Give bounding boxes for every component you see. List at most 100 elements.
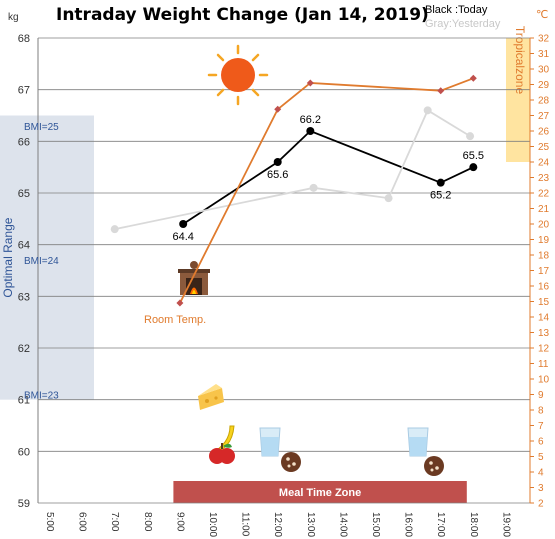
data-label: 65.6 <box>267 169 288 181</box>
cheese-icon <box>198 384 224 410</box>
data-label: 65.2 <box>430 190 451 202</box>
y-left-tick-label: 61 <box>18 395 30 407</box>
y-right-tick-label: 16 <box>538 282 550 293</box>
y-left-tick-label: 67 <box>18 85 30 97</box>
x-tick-label: 11:00 <box>240 512 251 537</box>
point-yesterday <box>309 183 318 192</box>
legend-today: Black :Today <box>425 4 488 16</box>
point-today <box>436 178 445 187</box>
x-tick-label: 18:00 <box>468 512 479 537</box>
y-right-tick-label: 2 <box>538 499 544 510</box>
bmi-label: BMI=24 <box>24 256 59 267</box>
fireplace-icon <box>178 261 210 295</box>
y-right-tick-label: 28 <box>538 96 550 107</box>
point-today <box>469 163 478 172</box>
y-right-tick-label: 23 <box>538 173 550 184</box>
temp-point <box>469 74 477 82</box>
y-right-tick-label: 14 <box>538 313 550 324</box>
y-right-tick-label: 11 <box>538 359 549 370</box>
temp-point <box>306 79 314 87</box>
x-tick-label: 10:00 <box>207 512 218 537</box>
y-right-tick-label: 3 <box>538 483 544 494</box>
data-label: 64.4 <box>172 231 193 243</box>
water-glass-icon <box>407 427 429 457</box>
y-right-tick-label: 7 <box>538 421 544 432</box>
bmi-label: BMI=25 <box>24 122 59 133</box>
point-yesterday <box>423 106 432 115</box>
y-right-tick-label: 22 <box>538 189 550 200</box>
series-line-yesterday <box>114 109 471 231</box>
point-yesterday <box>110 225 119 234</box>
y-right-tick-label: 19 <box>538 235 550 246</box>
y-right-tick-label: 29 <box>538 80 550 91</box>
y-right-tick-label: 4 <box>538 468 544 479</box>
icons-layer <box>178 44 444 476</box>
y-right-unit: ℃ <box>536 9 548 21</box>
y-right-tick-label: 9 <box>538 390 544 401</box>
y-left-tick-label: 64 <box>18 240 30 252</box>
y-right-tick-label: 27 <box>538 111 550 122</box>
y-right-tick-label: 24 <box>538 158 550 169</box>
optimal-range-label: Optimal Range <box>1 217 15 297</box>
x-tick-label: 16:00 <box>403 512 414 537</box>
y-right-tick-label: 17 <box>538 266 550 277</box>
meal-time-zone-band <box>173 481 467 503</box>
y-left-tick-label: 66 <box>18 136 30 148</box>
x-tick-label: 6:00 <box>77 512 88 532</box>
y-right-tick-label: 20 <box>538 220 550 231</box>
room-temp-label: Room Temp. <box>144 314 206 326</box>
y-right-tick-label: 32 <box>538 34 550 45</box>
series-layer <box>110 74 478 307</box>
chart-title: Intraday Weight Change (Jan 14, 2019) <box>56 5 429 25</box>
point-yesterday <box>384 194 393 203</box>
tropical-zone-label: Tropicalzone <box>513 26 527 95</box>
y-right-tick-label: 31 <box>538 49 550 60</box>
y-right-tick-label: 21 <box>538 204 550 215</box>
optimal-range-band <box>0 115 94 400</box>
x-tick-label: 7:00 <box>109 512 120 532</box>
y-right-tick-label: 12 <box>538 344 550 355</box>
meal-time-zone-label: Meal Time Zone <box>279 487 361 499</box>
y-right-tick-label: 13 <box>538 328 550 339</box>
x-tick-label: 9:00 <box>174 512 185 532</box>
x-tick-label: 19:00 <box>500 512 511 537</box>
data-label: 66.2 <box>300 114 321 126</box>
x-tick-label: 8:00 <box>142 512 153 532</box>
cookie-icon <box>281 452 301 472</box>
y-right-tick-label: 26 <box>538 127 550 138</box>
y-left-tick-label: 65 <box>18 188 30 200</box>
temp-point <box>437 87 445 95</box>
y-right-tick-label: 25 <box>538 142 550 153</box>
point-today <box>179 220 188 228</box>
x-tick-label: 5:00 <box>44 512 55 532</box>
legend-yesterday: Gray:Yesterday <box>425 18 501 30</box>
y-right-tick-label: 8 <box>538 406 544 417</box>
y-right-tick-label: 18 <box>538 251 550 262</box>
y-left-tick-label: 62 <box>18 343 30 355</box>
grid-layer <box>38 37 530 504</box>
point-today <box>306 127 315 135</box>
x-tick-label: 14:00 <box>337 512 348 537</box>
zones-layer: Optimal Range Tropicalzone <box>0 26 530 503</box>
apple-icon <box>209 443 235 464</box>
sun-icon <box>207 44 269 106</box>
y-right-tick-label: 5 <box>538 452 544 463</box>
x-tick-label: 13:00 <box>305 512 316 537</box>
temp-point <box>176 299 184 307</box>
labels-layer: BMI=25 BMI=24 BMI=23 Meal Time Zone 64.4 65.6… <box>24 114 484 499</box>
data-label: 65.5 <box>463 150 484 162</box>
y-left-tick-label: 60 <box>18 446 30 458</box>
axes-layer: 5960616263646566676823456789101112131415… <box>18 33 550 537</box>
y-left-tick-label: 68 <box>18 33 30 45</box>
temp-point <box>274 105 282 113</box>
x-tick-label: 17:00 <box>435 512 446 537</box>
y-right-tick-label: 15 <box>538 297 550 308</box>
point-yesterday <box>466 132 475 141</box>
cookie-icon <box>424 456 444 476</box>
y-right-tick-label: 10 <box>538 375 550 386</box>
point-today <box>273 158 282 166</box>
y-right-tick-label: 6 <box>538 437 544 448</box>
y-right-tick-label: 30 <box>538 65 550 76</box>
x-tick-label: 12:00 <box>272 512 283 537</box>
